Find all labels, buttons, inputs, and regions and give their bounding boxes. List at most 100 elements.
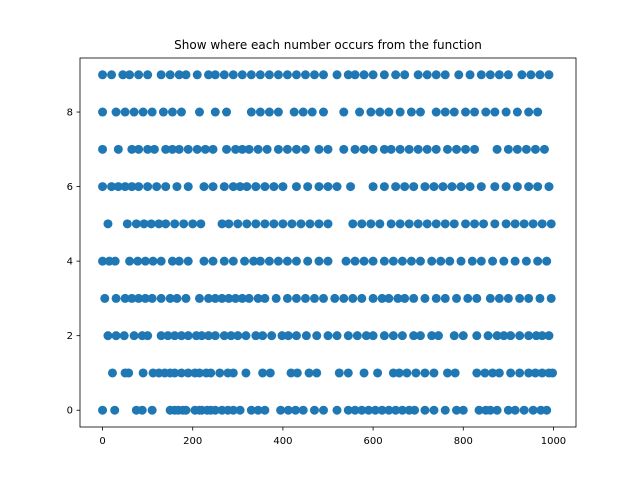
data-point	[501, 219, 511, 229]
data-point	[427, 256, 437, 266]
data-point	[384, 107, 394, 117]
data-point	[181, 70, 191, 80]
y-tick-label: 0	[67, 406, 73, 417]
data-point	[292, 368, 302, 378]
data-point	[391, 405, 401, 415]
data-point	[273, 70, 283, 80]
y-tick-label: 2	[67, 331, 73, 342]
data-point	[98, 107, 108, 117]
data-point	[251, 219, 261, 229]
data-point	[521, 256, 531, 266]
data-point	[134, 144, 144, 154]
data-point	[170, 331, 180, 341]
data-point	[479, 219, 489, 229]
data-point	[490, 182, 500, 192]
data-point	[146, 219, 156, 229]
data-point	[485, 70, 495, 80]
data-point	[492, 405, 502, 415]
data-point	[404, 144, 414, 154]
data-point	[524, 293, 534, 303]
data-point	[494, 293, 504, 303]
data-point	[241, 368, 251, 378]
data-point	[161, 144, 171, 154]
data-point	[273, 144, 283, 154]
data-point	[470, 107, 480, 117]
data-point	[129, 107, 139, 117]
data-point	[548, 368, 558, 378]
data-point	[429, 405, 439, 415]
data-point	[429, 182, 439, 192]
data-point	[215, 368, 225, 378]
data-point	[542, 256, 552, 266]
data-point	[309, 293, 319, 303]
data-point	[465, 70, 475, 80]
data-point	[253, 405, 263, 415]
data-point	[415, 107, 425, 117]
data-point	[291, 70, 301, 80]
data-point	[438, 182, 448, 192]
data-point	[510, 219, 520, 229]
data-point	[224, 293, 234, 303]
data-point	[467, 256, 477, 266]
data-point	[524, 331, 534, 341]
data-point	[111, 331, 121, 341]
data-point	[357, 405, 367, 415]
data-point	[283, 331, 293, 341]
data-point	[98, 256, 108, 266]
data-point	[291, 293, 301, 303]
data-point	[224, 219, 234, 229]
data-point	[309, 70, 319, 80]
data-point	[228, 182, 238, 192]
data-point	[368, 331, 378, 341]
data-point	[219, 256, 229, 266]
data-point	[449, 107, 459, 117]
data-point	[176, 331, 186, 341]
data-point	[222, 107, 232, 117]
data-point	[264, 107, 274, 117]
data-point	[140, 293, 150, 303]
data-point	[379, 256, 389, 266]
data-point	[287, 219, 297, 229]
data-point	[219, 182, 229, 192]
data-point	[332, 331, 342, 341]
data-point	[339, 293, 349, 303]
data-point	[167, 144, 177, 154]
data-point	[359, 368, 369, 378]
data-point	[384, 405, 394, 415]
data-point	[359, 144, 369, 154]
data-point	[397, 331, 407, 341]
data-point	[431, 293, 441, 303]
data-point	[204, 331, 214, 341]
data-point	[350, 144, 360, 154]
data-point	[393, 293, 403, 303]
data-point	[192, 144, 202, 154]
data-point	[544, 331, 554, 341]
data-point	[125, 70, 135, 80]
data-point	[197, 331, 207, 341]
data-point	[415, 331, 425, 341]
data-point	[480, 368, 490, 378]
data-point	[431, 70, 441, 80]
data-point	[375, 219, 385, 229]
data-point	[440, 107, 450, 117]
data-point	[409, 331, 419, 341]
data-point	[359, 70, 369, 80]
data-point	[524, 368, 534, 378]
data-point	[251, 331, 261, 341]
data-point	[260, 405, 270, 415]
data-point	[537, 368, 547, 378]
data-point	[465, 182, 475, 192]
data-point	[235, 405, 245, 415]
data-point	[300, 70, 310, 80]
data-point	[409, 293, 419, 303]
data-point	[253, 293, 263, 303]
data-point	[269, 219, 279, 229]
data-point	[167, 107, 177, 117]
data-point	[391, 70, 401, 80]
data-point	[517, 70, 527, 80]
data-point	[183, 182, 193, 192]
data-point	[196, 219, 206, 229]
data-point	[249, 256, 259, 266]
data-point	[456, 182, 466, 192]
